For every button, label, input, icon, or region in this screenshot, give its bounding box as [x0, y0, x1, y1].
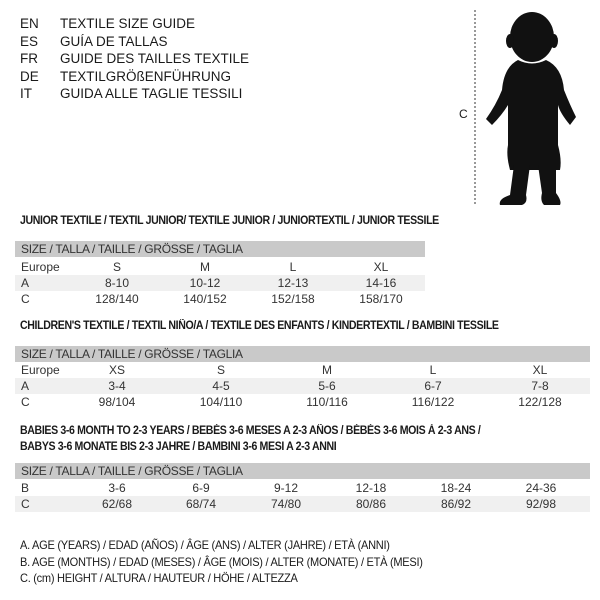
table-row: A 8-10 10-12 12-13 14-16 [15, 275, 425, 291]
junior-size-header: SIZE / TALLA / TAILLE / GRÖSSE / TAGLIA [15, 241, 425, 257]
cell: 4-5 [212, 379, 230, 393]
cell: XS [108, 363, 126, 377]
cell: 9-12 [273, 481, 299, 495]
cell: L [289, 260, 297, 274]
cell: 86/92 [440, 497, 472, 511]
babies-title-line1: BABIES 3-6 MONTH TO 2-3 YEARS / BEBÉS 3-… [20, 425, 481, 437]
lang-title-es: GUÍA DE TALLAS [60, 33, 168, 49]
cell: 14-16 [365, 276, 397, 290]
cell: 62/68 [101, 497, 133, 511]
cell: 98/104 [98, 395, 136, 409]
cell: 10-12 [189, 276, 221, 290]
cell: XL [373, 260, 389, 274]
lang-code-fr: FR [20, 51, 38, 66]
row-label: C [21, 395, 30, 409]
cell: 152/158 [271, 292, 315, 306]
lang-title-fr: GUIDE DES TAILLES TEXTILE [60, 51, 250, 66]
legend-a: A. AGE (YEARS) / EDAD (AÑOS) / ÂGE (ANS)… [20, 538, 390, 552]
table-row: Europe XS S M L XL [15, 362, 590, 378]
lang-title-de: TEXTILGRÖßENFÜHRUNG [60, 68, 232, 84]
cell: 140/152 [183, 292, 227, 306]
cell: 3-6 [108, 481, 126, 495]
cell: L [429, 363, 437, 377]
children-title: CHILDREN'S TEXTILE / TEXTIL NIÑO/A / TEX… [20, 320, 499, 332]
legend-b: B. AGE (MONTHS) / EDAD (MESES) / ÂGE (MO… [20, 555, 423, 569]
cell: 158/170 [359, 292, 403, 306]
cell: 18-24 [440, 481, 472, 495]
cell: 24-36 [525, 481, 557, 495]
babies-size-header: SIZE / TALLA / TAILLE / GRÖSSE / TAGLIA [15, 463, 590, 479]
cell: 104/110 [199, 395, 243, 409]
table-row: Europe S M L XL [15, 259, 425, 275]
junior-title: JUNIOR TEXTILE / TEXTIL JUNIOR/ TEXTILE … [20, 215, 439, 227]
table-row: B 3-6 6-9 9-12 12-18 18-24 24-36 [15, 480, 590, 496]
cell: 8-10 [104, 276, 130, 290]
row-label: B [21, 481, 30, 495]
babies-title-line2: BABYS 3-6 MONATE BIS 2-3 JAHRE / BAMBINI… [20, 441, 337, 453]
lang-title-en: TEXTILE SIZE GUIDE [60, 16, 196, 31]
table-row: C 128/140 140/152 152/158 158/170 [15, 291, 425, 307]
cell: 3-4 [108, 379, 126, 393]
cell: S [112, 260, 122, 274]
lang-code-de: DE [20, 68, 39, 84]
lang-title-it: GUIDA ALLE TAGLIE TESSILI [60, 86, 243, 101]
cell: XL [532, 363, 548, 377]
cell: S [216, 363, 226, 377]
lang-code-it: IT [20, 86, 32, 101]
child-silhouette-icon [474, 10, 576, 205]
height-marker-label: C [459, 107, 468, 121]
cell: 6-9 [192, 481, 210, 495]
row-label: Europe [21, 260, 60, 274]
legend-c: C. (cm) HEIGHT / ALTURA / HAUTEUR / HÖHE… [20, 571, 298, 585]
row-label: A [21, 379, 30, 393]
row-label: C [21, 497, 30, 511]
table-row: A 3-4 4-5 5-6 6-7 7-8 [15, 378, 590, 394]
cell: 122/128 [518, 395, 562, 409]
cell: M [200, 260, 210, 274]
cell: 7-8 [531, 379, 549, 393]
children-size-header: SIZE / TALLA / TAILLE / GRÖSSE / TAGLIA [15, 346, 590, 362]
cell: 12-18 [355, 481, 387, 495]
cell: 80/86 [355, 497, 387, 511]
table-row: C 62/68 68/74 74/80 80/86 86/92 92/98 [15, 496, 590, 512]
cell: M [322, 363, 332, 377]
row-label: A [21, 276, 30, 290]
cell: 5-6 [318, 379, 336, 393]
lang-code-es: ES [20, 33, 39, 49]
cell: 74/80 [270, 497, 302, 511]
cell: 116/122 [411, 395, 455, 409]
lang-code-en: EN [20, 16, 39, 31]
cell: 12-13 [277, 276, 309, 290]
cell: 128/140 [95, 292, 139, 306]
row-label: C [21, 292, 30, 306]
table-row: C 98/104 104/110 110/116 116/122 122/128 [15, 394, 590, 410]
cell: 92/98 [525, 497, 557, 511]
cell: 110/116 [306, 395, 348, 409]
cell: 6-7 [424, 379, 442, 393]
row-label: Europe [21, 363, 60, 377]
cell: 68/74 [185, 497, 217, 511]
